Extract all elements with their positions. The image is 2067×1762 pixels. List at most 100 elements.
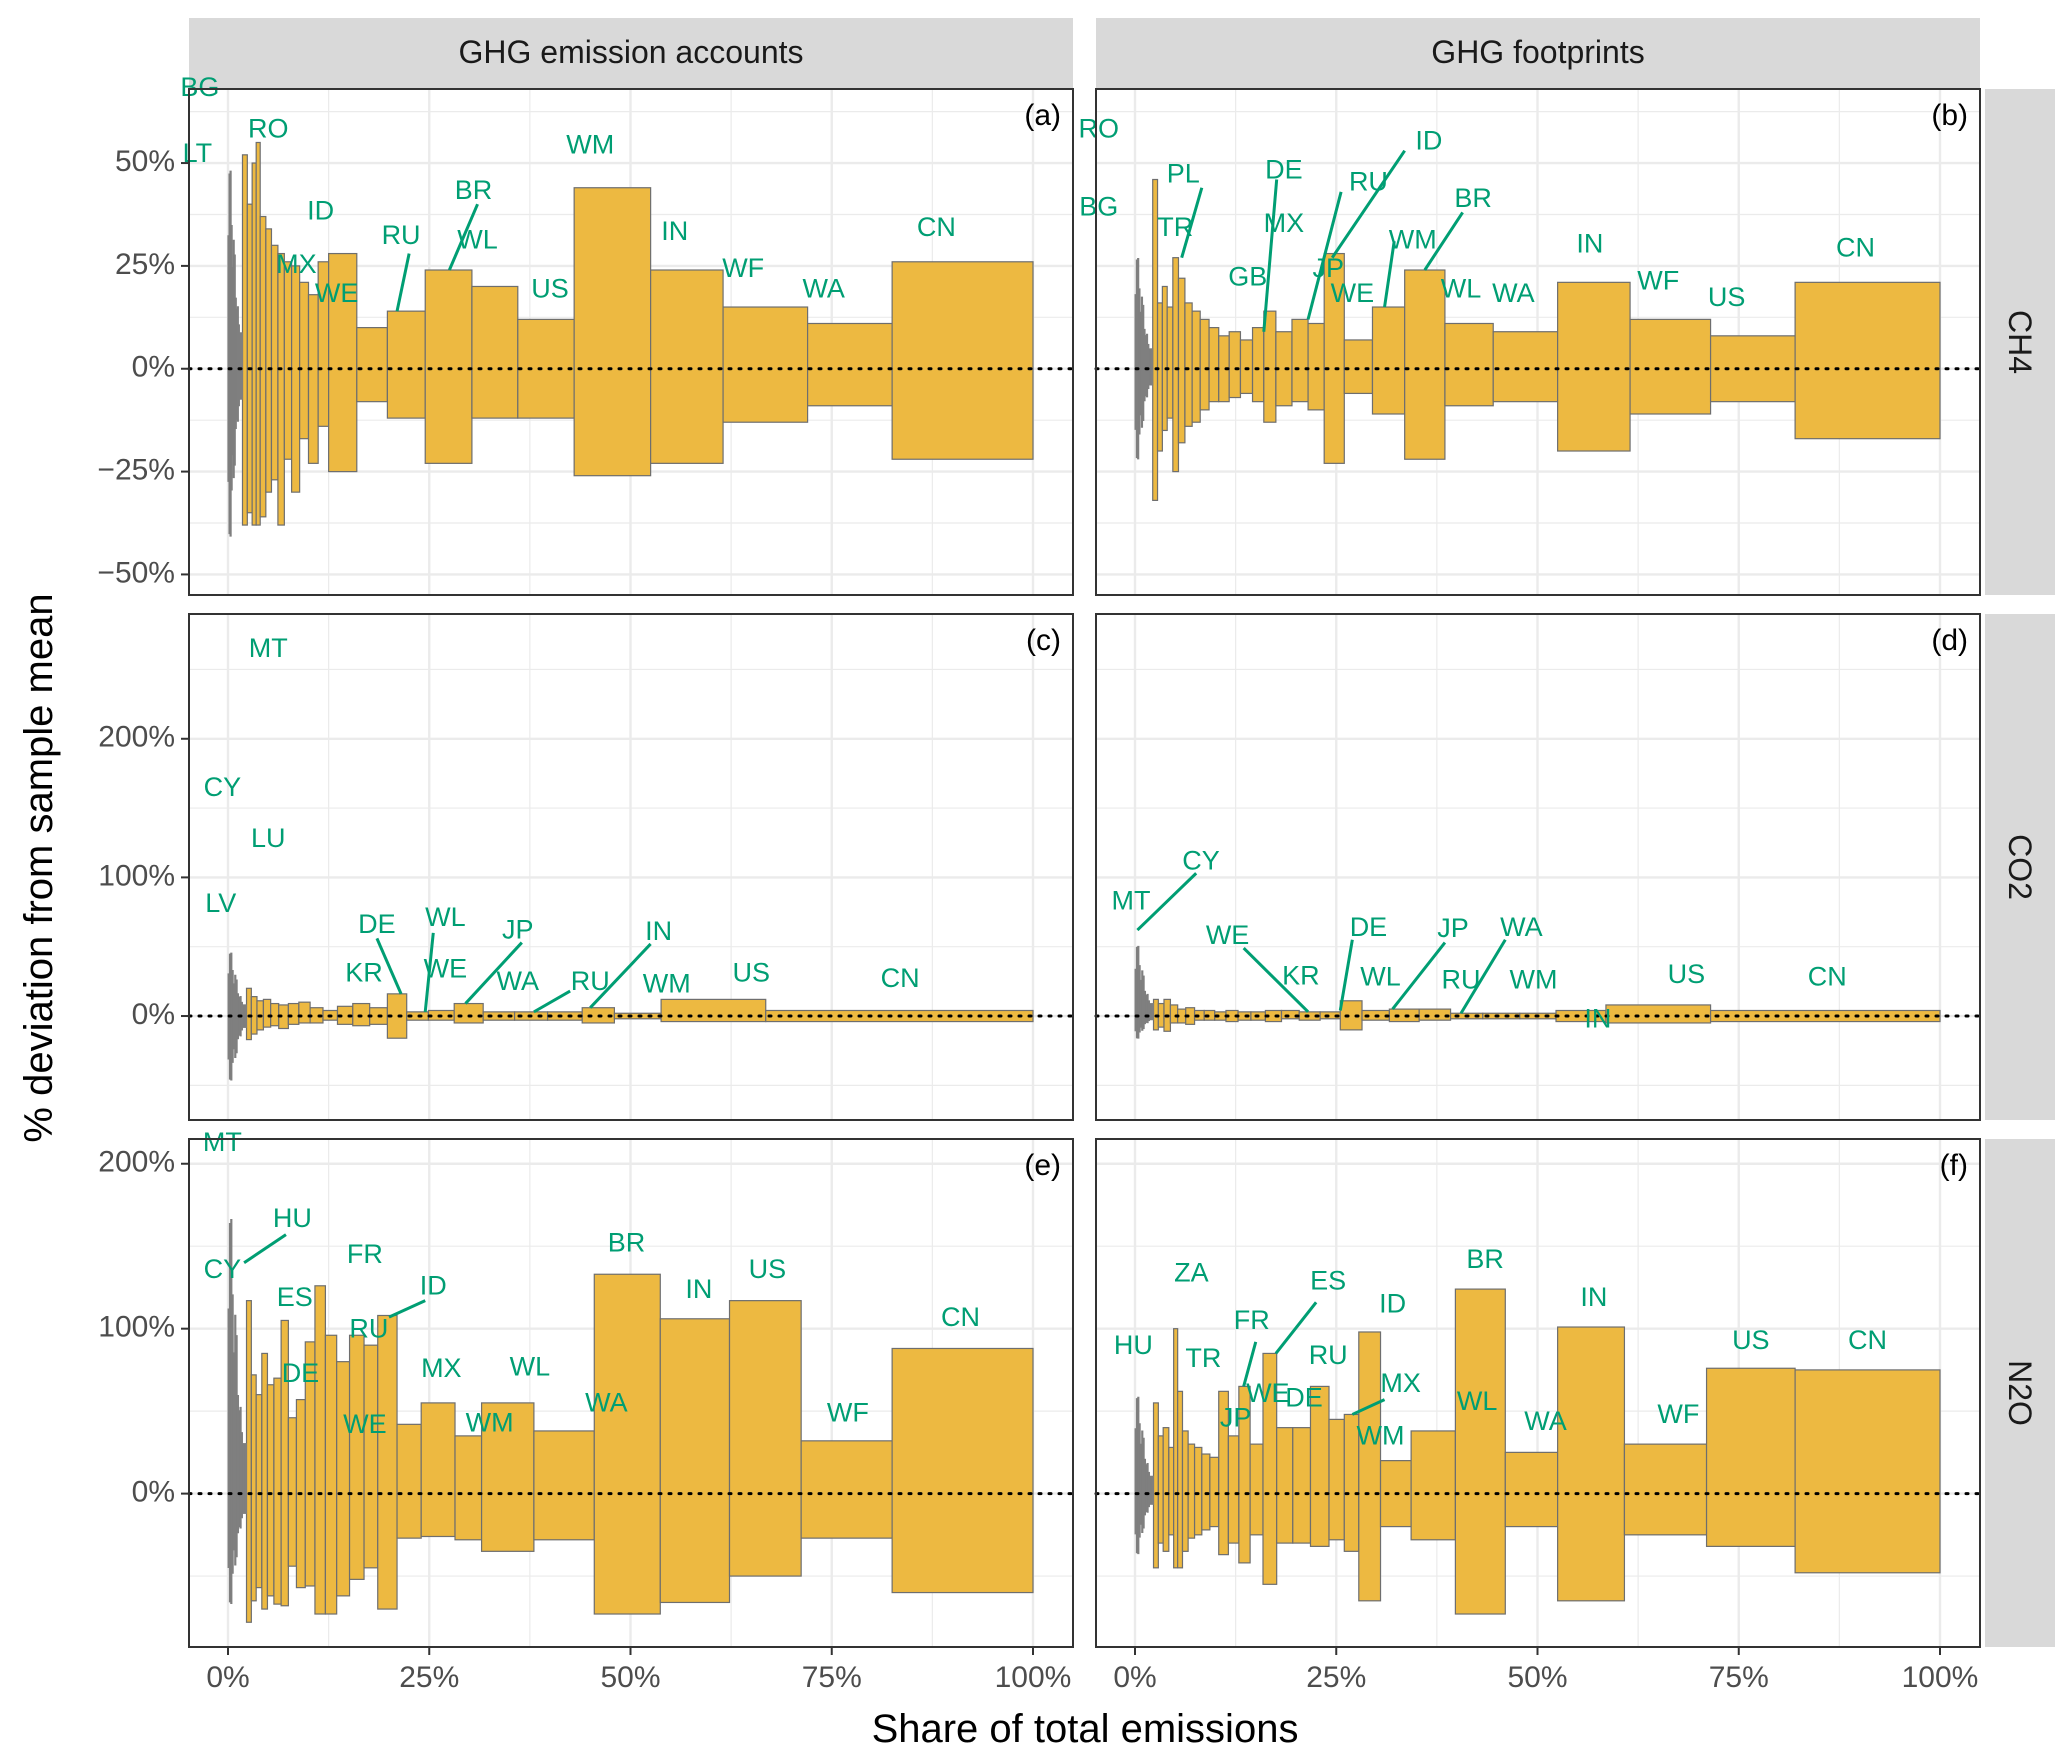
country-labels: MT HU CY ES FR ID RU DE WE MX WL WM WA BR IN US WF CN <box>203 1127 980 1439</box>
country-label: HU <box>273 1203 312 1233</box>
bar <box>1177 277 1186 444</box>
country-label: WA <box>1492 278 1535 308</box>
bar <box>660 998 767 1023</box>
leader-line <box>1383 240 1396 308</box>
x-tick-label: 100% <box>1902 1661 1979 1694</box>
x-axis: 0% 25% 50% 75% 100% <box>1113 1647 1978 1694</box>
bar <box>290 265 301 493</box>
bar <box>266 1384 275 1597</box>
bar <box>265 228 273 493</box>
bar <box>1187 1443 1196 1539</box>
leader-line <box>464 941 523 1005</box>
bar <box>298 1001 311 1024</box>
bar <box>650 269 724 464</box>
country-label: JP <box>1437 913 1469 943</box>
bar <box>1152 1402 1159 1569</box>
bar <box>270 244 279 481</box>
y-axis: 0% 100% 200% <box>98 721 189 1031</box>
panel-tag: (e) <box>1024 1149 1061 1182</box>
bar <box>245 987 252 1041</box>
bar <box>363 1344 379 1569</box>
country-label: LV <box>205 888 236 918</box>
y-tick-label: −25% <box>97 454 175 487</box>
country-label: US <box>1708 282 1746 312</box>
bar <box>1557 1326 1626 1602</box>
country-label: ID <box>307 196 334 226</box>
country-label: JP <box>502 915 534 945</box>
bar <box>328 252 358 473</box>
country-label: CN <box>1808 962 1847 992</box>
country-label: DE <box>1285 1383 1323 1413</box>
bars <box>241 141 1034 526</box>
country-label: WM <box>1389 224 1437 254</box>
bar <box>1444 322 1494 407</box>
country-label: CN <box>1836 233 1875 263</box>
country-label: ID <box>420 1271 447 1301</box>
panel-border <box>188 613 1074 1121</box>
leader-line <box>1338 939 1354 1011</box>
bar <box>1199 318 1210 411</box>
bar <box>277 252 285 526</box>
country-label: WE <box>1331 278 1375 308</box>
bar <box>454 1435 483 1541</box>
country-label: WM <box>1509 964 1557 994</box>
bar <box>1794 1369 1941 1574</box>
facet-strips: GHG emission accounts GHG footprints CH4… <box>189 18 2055 1647</box>
bar <box>722 306 809 423</box>
panel-border <box>188 88 1074 596</box>
country-label: CY <box>1182 845 1220 875</box>
leader-line <box>1274 1301 1318 1355</box>
bar <box>356 327 388 403</box>
bar <box>1623 1443 1708 1536</box>
bar <box>1709 335 1796 403</box>
bar <box>1307 322 1325 411</box>
bar <box>1191 310 1201 423</box>
country-label: WA <box>497 966 540 996</box>
country-label: WM <box>466 1407 514 1437</box>
bar <box>262 998 272 1028</box>
bar <box>287 1417 298 1567</box>
small-entities-cluster <box>1134 257 1154 460</box>
country-label: CN <box>917 212 956 242</box>
country-label: BR <box>455 175 493 205</box>
facet-panels: BGLTROIDMXWERUBRWLUSWMINWFWACN(a)−50%−25… <box>97 72 1982 1694</box>
y-tick-label: 100% <box>98 1311 175 1344</box>
bar <box>283 261 293 460</box>
x-axis-title: Share of total emissions <box>872 1707 1299 1751</box>
country-label: RU <box>1442 964 1481 994</box>
bar <box>1156 302 1163 452</box>
country-label: KR <box>1282 960 1320 990</box>
country-label: IN <box>645 916 672 946</box>
bar <box>1209 1456 1220 1528</box>
country-label: WL <box>1441 274 1482 304</box>
bar <box>270 1002 280 1027</box>
bar <box>1157 1435 1164 1544</box>
bar <box>1184 302 1193 427</box>
country-label: MX <box>1264 208 1305 238</box>
bar <box>573 187 652 477</box>
country-label: WF <box>722 253 764 283</box>
bar <box>728 1300 802 1577</box>
y-tick-label: 50% <box>115 145 175 178</box>
bar <box>250 1374 257 1602</box>
row-strip-bg <box>1985 89 2055 595</box>
country-label: RU <box>382 220 421 250</box>
bar <box>396 1423 422 1539</box>
country-label: DE <box>1265 154 1303 184</box>
bar <box>1249 1443 1264 1536</box>
small-entities-cluster <box>227 1219 247 1604</box>
country-label: WA <box>802 274 845 304</box>
small-entities-cluster <box>227 170 244 537</box>
country-label: MX <box>1380 1368 1421 1398</box>
country-label: GB <box>1228 261 1267 291</box>
country-label: WL <box>510 1351 551 1381</box>
leader-line <box>1242 947 1310 1013</box>
country-label: IN <box>685 1274 712 1304</box>
leader-line <box>243 1233 287 1264</box>
country-label: LU <box>251 823 286 853</box>
label-leaders <box>1242 1301 1386 1416</box>
country-label: MX <box>421 1353 462 1383</box>
